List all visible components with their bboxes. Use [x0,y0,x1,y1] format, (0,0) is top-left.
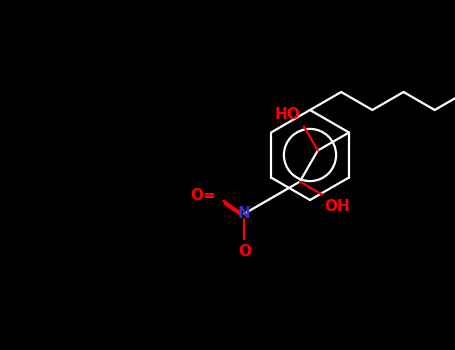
Text: O=: O= [191,188,217,203]
Text: HO: HO [275,107,301,122]
Text: O: O [238,244,251,259]
Text: OH: OH [324,199,350,214]
Text: N: N [238,206,251,221]
